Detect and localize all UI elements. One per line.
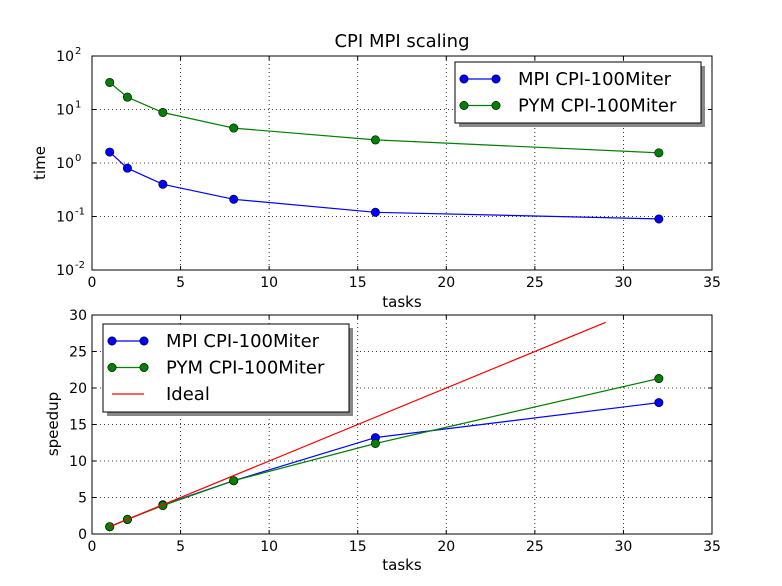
data-point [654, 148, 664, 158]
data-point [122, 163, 132, 173]
data-point [654, 214, 664, 224]
legend-marker [139, 336, 149, 346]
legend-marker [459, 74, 469, 84]
data-point [229, 476, 239, 486]
legend-marker [107, 336, 117, 346]
y-tick-exponent: 1 [75, 100, 81, 111]
x-axis-label: tasks [382, 556, 422, 574]
x-axis-label: tasks [382, 293, 422, 311]
legend-marker [459, 101, 469, 111]
y-tick-label: 10 [56, 103, 74, 119]
data-point [105, 147, 115, 157]
series-layer [105, 77, 664, 224]
legend-box [454, 61, 702, 124]
y-tick-label: 0 [78, 527, 87, 543]
legend-label: PYM CPI-100Miter [166, 358, 325, 379]
axes-frame [91, 55, 713, 271]
legend-label: PYM CPI-100Miter [518, 96, 677, 117]
x-tick-label: 35 [703, 275, 721, 291]
speedup-subplot: 0 5 10 15 20 25 30 35 0 5 10 15 20 25 30 tasks speedu… [44, 308, 721, 574]
x-tick-label: 20 [437, 539, 455, 555]
x-tick-label: 5 [176, 275, 185, 291]
legend-label: MPI CPI-100Miter [518, 69, 672, 90]
x-tick-label: 0 [88, 539, 97, 555]
data-point [370, 207, 380, 217]
x-tick-label: 25 [526, 275, 544, 291]
y-tick-label: 5 [78, 491, 87, 507]
x-tick-label: 15 [349, 539, 367, 555]
x-tick-label: 5 [176, 539, 185, 555]
legend-marker [139, 362, 149, 372]
data-point [122, 92, 132, 102]
y-axis-label: speedup [44, 392, 62, 456]
y-tick-label: 10 [56, 156, 74, 172]
x-ticks: 0 5 10 15 20 25 30 35 [88, 315, 721, 555]
y-tick-label: 10 [56, 210, 74, 226]
legend-marker [491, 74, 501, 84]
y-tick-label: 30 [69, 308, 87, 324]
y-tick-label: 15 [69, 418, 87, 434]
x-tick-label: 15 [349, 275, 367, 291]
y-tick-label: 10 [56, 263, 74, 279]
legend: MPI CPI-100Miter PYM CPI-100Miter Ideal [102, 323, 353, 416]
x-tick-label: 10 [260, 275, 278, 291]
legend-marker [491, 101, 501, 111]
y-axis-label: time [31, 146, 49, 180]
data-point [158, 179, 168, 189]
y-tick-label: 10 [69, 454, 87, 470]
y-tick-label: 25 [69, 345, 87, 361]
data-point [229, 123, 239, 133]
x-tick-label: 30 [615, 275, 633, 291]
data-point [370, 438, 380, 448]
series-line [109, 321, 606, 528]
data-point [654, 398, 664, 408]
data-point [158, 107, 168, 117]
x-tick-label: 25 [526, 539, 544, 555]
x-tick-label: 30 [615, 539, 633, 555]
data-point [370, 135, 380, 145]
y-tick-exponent: 2 [75, 46, 81, 57]
x-ticks: 0 5 10 15 20 25 30 35 [88, 56, 721, 291]
legend: MPI CPI-100Miter PYM CPI-100Miter [454, 61, 705, 127]
y-ticks: 0 5 10 15 20 25 30 [69, 308, 712, 543]
axes-frame [91, 314, 713, 535]
legend-label: Ideal [166, 384, 210, 405]
data-point [654, 374, 664, 384]
y-tick-label: 20 [69, 381, 87, 397]
y-tick-exponent: -1 [75, 207, 85, 218]
data-point [229, 194, 239, 204]
y-tick-exponent: -2 [75, 260, 85, 271]
series-layer [105, 321, 664, 532]
legend-marker [107, 362, 117, 372]
y-tick-label: 10 [56, 49, 74, 65]
x-tick-label: 20 [437, 275, 455, 291]
x-tick-label: 35 [703, 539, 721, 555]
x-tick-label: 10 [260, 539, 278, 555]
legend-label: MPI CPI-100Miter [166, 331, 320, 352]
x-tick-label: 0 [88, 275, 97, 291]
y-tick-exponent: 0 [75, 153, 81, 164]
chart-title: CPI MPI scaling [334, 31, 469, 52]
data-point [105, 77, 115, 87]
